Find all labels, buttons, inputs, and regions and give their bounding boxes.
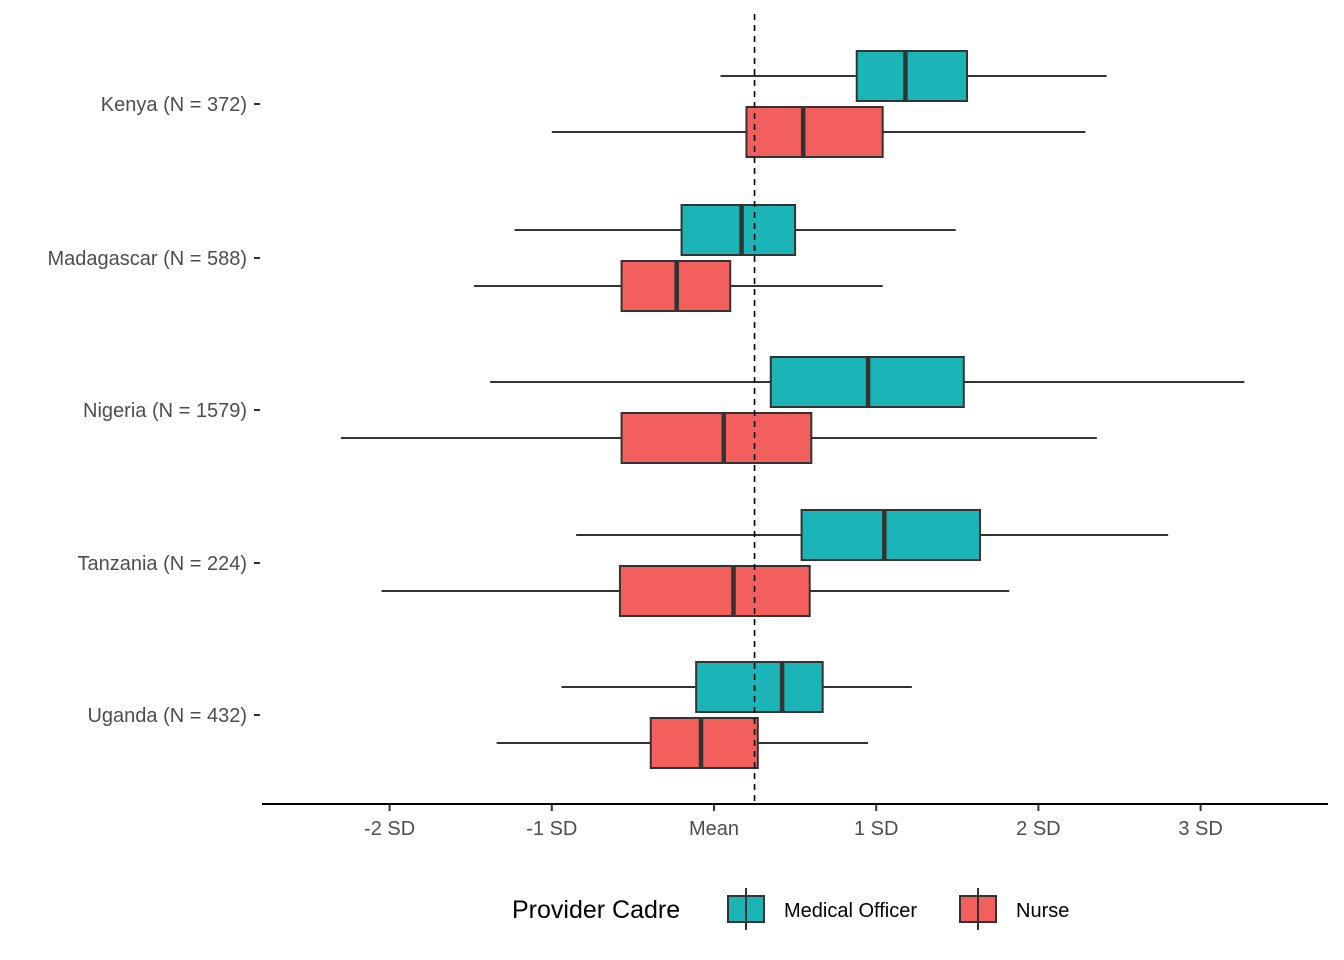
box — [618, 565, 811, 617]
y-tick-label: Madagascar (N = 588) — [47, 248, 247, 270]
x-tick-label: -2 SD — [364, 818, 415, 840]
box — [855, 50, 969, 102]
x-tick-label: Mean — [689, 818, 739, 840]
box — [800, 509, 982, 561]
y-tick-label: Kenya (N = 372) — [101, 94, 247, 116]
legend: Provider Cadre Medical Officer Nurse — [512, 888, 1069, 930]
x-tick-label: 1 SD — [854, 818, 898, 840]
box — [695, 661, 824, 713]
legend-title: Provider Cadre — [512, 896, 680, 924]
box — [620, 412, 813, 464]
x-tick-label: 3 SD — [1178, 818, 1222, 840]
y-tick-label: Nigeria (N = 1579) — [83, 400, 247, 422]
legend-label: Nurse — [1016, 900, 1069, 922]
box — [649, 717, 759, 769]
plot-area: Kenya (N = 372) Madagascar (N = 588) Niger… — [47, 14, 1245, 840]
x-tick-label: -1 SD — [526, 818, 577, 840]
x-tick-label: 2 SD — [1016, 818, 1060, 840]
legend-keys: Medical Officer Nurse — [727, 888, 1069, 930]
legend-label: Medical Officer — [784, 900, 917, 922]
y-tick-label: Tanzania (N = 224) — [77, 553, 247, 575]
box — [680, 204, 797, 256]
y-tick-label: Uganda (N = 432) — [87, 705, 247, 727]
box — [745, 106, 884, 158]
